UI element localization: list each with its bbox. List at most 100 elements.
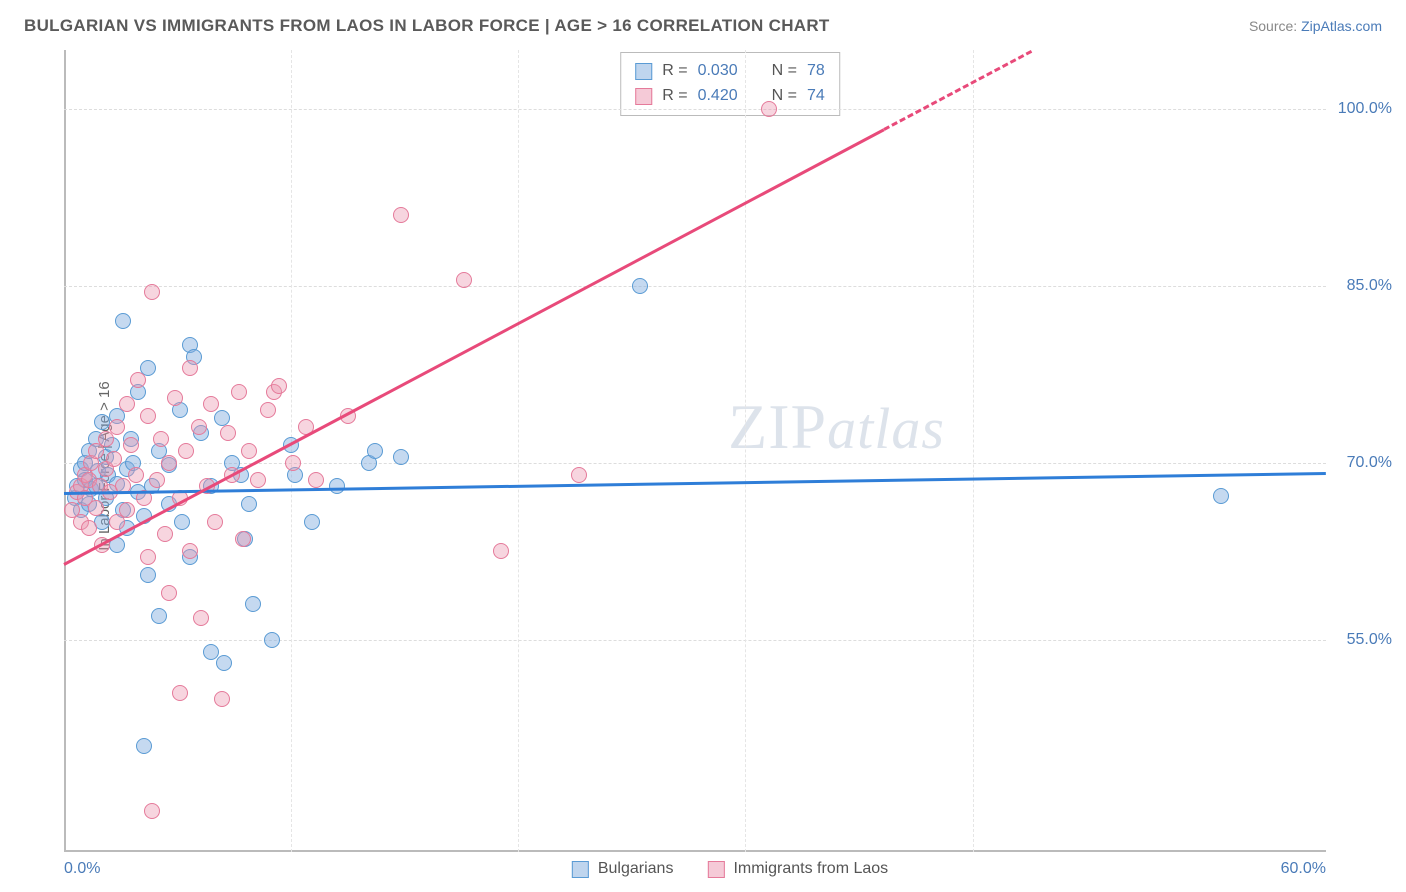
legend-swatch	[635, 88, 652, 105]
legend-swatch	[572, 861, 589, 878]
y-tick-label: 70.0%	[1347, 454, 1392, 472]
data-point	[151, 608, 167, 624]
legend-label: Bulgarians	[598, 860, 674, 878]
data-point	[393, 207, 409, 223]
data-point	[119, 502, 135, 518]
data-point	[182, 360, 198, 376]
data-point	[264, 632, 280, 648]
data-point	[241, 443, 257, 459]
data-point	[214, 691, 230, 707]
data-point	[285, 455, 301, 471]
data-point	[174, 514, 190, 530]
stats-row: R = 0.420N = 74	[635, 84, 825, 109]
stats-n-value: 78	[807, 59, 825, 84]
stats-n-value: 74	[807, 84, 825, 109]
data-point	[149, 472, 165, 488]
legend-item: Immigrants from Laos	[707, 860, 888, 878]
data-point	[94, 414, 110, 430]
x-axis-line	[64, 850, 1326, 852]
x-tick-label: 0.0%	[64, 860, 100, 878]
data-point	[106, 451, 122, 467]
data-point	[161, 455, 177, 471]
data-point	[144, 803, 160, 819]
data-point	[571, 467, 587, 483]
chart-title: BULGARIAN VS IMMIGRANTS FROM LAOS IN LAB…	[24, 16, 830, 36]
data-point	[153, 431, 169, 447]
data-point	[456, 272, 472, 288]
data-point	[167, 390, 183, 406]
stats-r-value: 0.420	[698, 84, 738, 109]
data-point	[308, 472, 324, 488]
data-point	[109, 419, 125, 435]
data-point	[304, 514, 320, 530]
legend-item: Bulgarians	[572, 860, 674, 878]
data-point	[1213, 488, 1229, 504]
data-point	[231, 384, 247, 400]
gridline-horizontal	[64, 286, 1326, 287]
data-point	[88, 500, 104, 516]
data-point	[241, 496, 257, 512]
data-point	[115, 313, 131, 329]
source-label: Source: ZipAtlas.com	[1249, 18, 1382, 34]
stats-r-value: 0.030	[698, 59, 738, 84]
y-tick-label: 85.0%	[1347, 277, 1392, 295]
data-point	[214, 410, 230, 426]
gridline-vertical	[973, 50, 974, 852]
data-point	[130, 372, 146, 388]
y-tick-label: 55.0%	[1347, 631, 1392, 649]
stats-box: R = 0.030 N = 78R = 0.420N = 74	[620, 52, 840, 116]
data-point	[367, 443, 383, 459]
gridline-vertical	[518, 50, 519, 852]
data-point	[193, 610, 209, 626]
y-axis-line	[64, 50, 66, 852]
data-point	[250, 472, 266, 488]
data-point	[393, 449, 409, 465]
header: BULGARIAN VS IMMIGRANTS FROM LAOS IN LAB…	[0, 0, 1406, 40]
chart-container: In Labor Force | Age > 16 ZIPatlas R = 0…	[20, 50, 1396, 882]
data-point	[140, 567, 156, 583]
data-point	[207, 514, 223, 530]
data-point	[216, 655, 232, 671]
data-point	[632, 278, 648, 294]
y-tick-label: 100.0%	[1338, 100, 1392, 118]
gridline-vertical	[745, 50, 746, 852]
stats-n-label: N =	[772, 59, 797, 84]
data-point	[144, 284, 160, 300]
data-point	[128, 467, 144, 483]
data-point	[140, 549, 156, 565]
data-point	[140, 408, 156, 424]
legend-swatch	[707, 861, 724, 878]
data-point	[220, 425, 236, 441]
gridline-horizontal	[64, 109, 1326, 110]
data-point	[271, 378, 287, 394]
data-point	[203, 396, 219, 412]
gridline-horizontal	[64, 640, 1326, 641]
data-point	[182, 543, 198, 559]
stats-row: R = 0.030 N = 78	[635, 59, 825, 84]
data-point	[123, 437, 139, 453]
watermark: ZIPatlas	[728, 390, 945, 464]
data-point	[161, 585, 177, 601]
legend-swatch	[635, 63, 652, 80]
data-point	[178, 443, 194, 459]
x-tick-label: 60.0%	[1281, 860, 1326, 878]
data-point	[245, 596, 261, 612]
data-point	[172, 685, 188, 701]
data-point	[260, 402, 276, 418]
stats-r-label: R =	[662, 84, 687, 109]
data-point	[191, 419, 207, 435]
data-point	[761, 101, 777, 117]
data-point	[329, 478, 345, 494]
source-link[interactable]: ZipAtlas.com	[1301, 18, 1382, 34]
data-point	[235, 531, 251, 547]
legend-label: Immigrants from Laos	[733, 860, 888, 878]
data-point	[81, 520, 97, 536]
data-point	[119, 396, 135, 412]
plot-area: ZIPatlas R = 0.030N = 78R = 0.420N = 74 …	[64, 50, 1396, 852]
data-point	[493, 543, 509, 559]
data-point	[136, 738, 152, 754]
data-point	[157, 526, 173, 542]
stats-r-label: R =	[662, 59, 687, 84]
bottom-legend: Bulgarians Immigrants from Laos	[572, 860, 888, 878]
trend-line-dashed	[884, 50, 1033, 131]
